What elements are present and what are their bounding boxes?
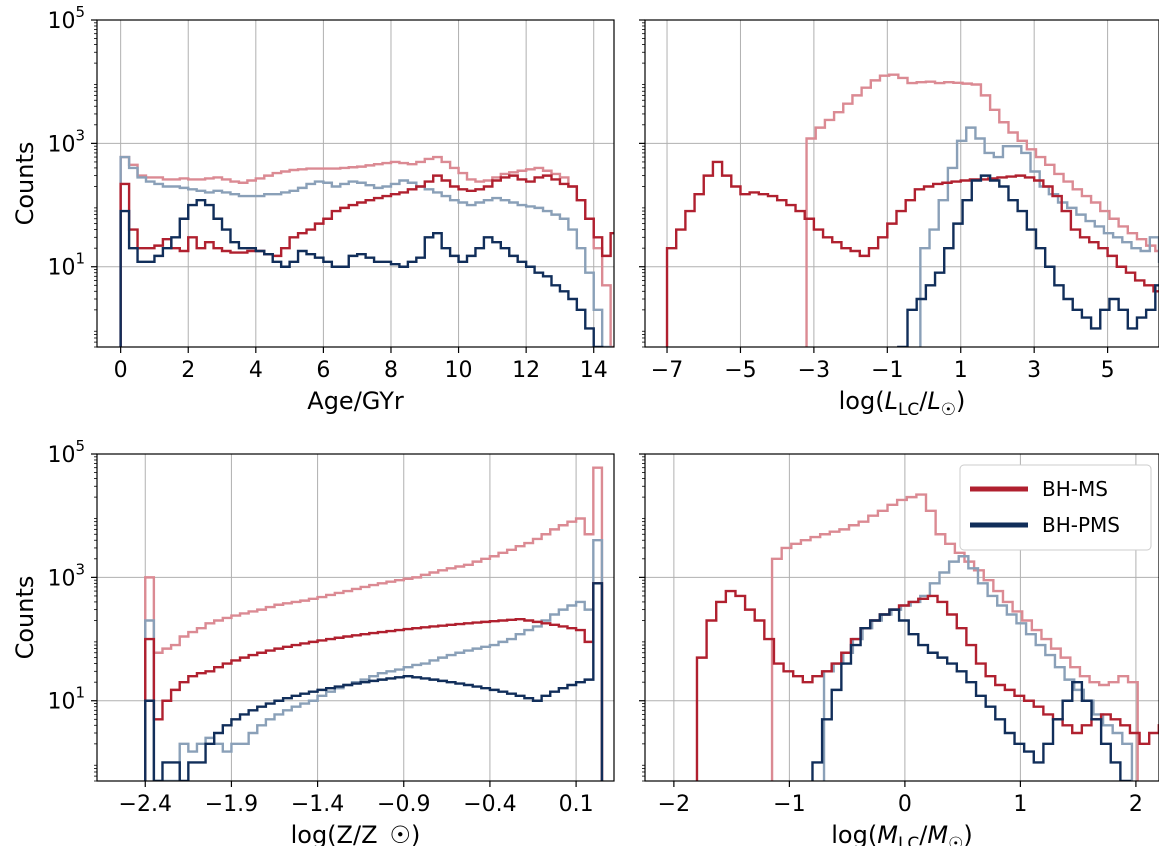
x-tick-label: −0.4 [463, 792, 516, 817]
x-tick-label: −1.9 [205, 792, 258, 817]
x-tick-label: 4 [249, 358, 263, 383]
x-tick-label: 1 [954, 358, 968, 383]
legend-label: BH-MS [1042, 477, 1108, 501]
x-tick-label: −3 [798, 358, 830, 383]
histogram-series-3 [898, 176, 1159, 352]
panel-top-right: −7 −5 −3 −1 1 3 5 [639, 20, 1159, 383]
y-tick-label: 105 [47, 3, 85, 34]
x-tick-label: −7 [651, 358, 683, 383]
x-tick-label: 14 [580, 358, 608, 383]
histogram-series-2 [697, 591, 1159, 786]
y-tick-label: 103 [47, 560, 85, 591]
x-tick-label: −2 [658, 792, 690, 817]
x-tick-label: 1 [1013, 792, 1027, 817]
y-tick-label: 101 [47, 684, 85, 715]
x-tick-label: 0 [898, 792, 912, 817]
x-tick-label: 12 [512, 358, 540, 383]
y-tick-label: 105 [47, 437, 85, 468]
x-tick-label: −1 [773, 792, 805, 817]
panel-bottom-left: −2.4 −1.9 −1.4 −0.9 −0.4 0.1 101 103 105 Counts [11, 437, 614, 817]
x-tick-label: −0.9 [377, 792, 430, 817]
x-tick-label: −2.4 [119, 792, 172, 817]
y-axis-label: Counts [11, 576, 39, 660]
histogram-series-3 [145, 583, 602, 786]
x-tick-label: 6 [316, 358, 330, 383]
x-axis-label: Age/GYr [307, 387, 404, 415]
y-tick-label: 103 [47, 126, 85, 157]
x-tick-label: 0 [114, 358, 128, 383]
panel-top-left: 0 2 4 6 8 10 12 14 101 103 105 Counts [11, 3, 628, 383]
x-tick-label: 0.1 [559, 792, 594, 817]
legend-label: BH-PMS [1042, 513, 1120, 537]
panel-bottom-right: −2 −1 0 1 2 BH-MS BH-PMS [639, 454, 1159, 817]
x-tick-label: −5 [724, 358, 756, 383]
x-tick-label: 2 [1129, 792, 1143, 817]
histogram-series-2 [145, 583, 602, 786]
x-axis-label: log(Z/Z_☉) [291, 821, 421, 846]
y-axis-label: Counts [11, 142, 39, 226]
x-tick-label: −1 [871, 358, 903, 383]
plot-frame [97, 20, 614, 347]
x-axis-label: log(MLC/M☉) [831, 821, 972, 846]
x-tick-label: 5 [1101, 358, 1115, 383]
histogram-series-3 [121, 200, 603, 352]
x-axis-label: log(LLC/L☉) [839, 387, 966, 420]
x-tick-label: 2 [181, 358, 195, 383]
plot-frame [645, 20, 1159, 347]
y-tick-label: 101 [47, 250, 85, 281]
x-tick-label: 3 [1027, 358, 1041, 383]
plot-frame [97, 454, 614, 781]
histogram-series-1 [824, 556, 1132, 786]
legend: BH-MS BH-PMS [960, 465, 1151, 550]
histogram-series-1 [920, 128, 1159, 352]
x-tick-label: −1.4 [291, 792, 344, 817]
x-tick-label: 10 [445, 358, 473, 383]
histogram-series-3 [812, 610, 1130, 786]
x-tick-label: 8 [384, 358, 398, 383]
